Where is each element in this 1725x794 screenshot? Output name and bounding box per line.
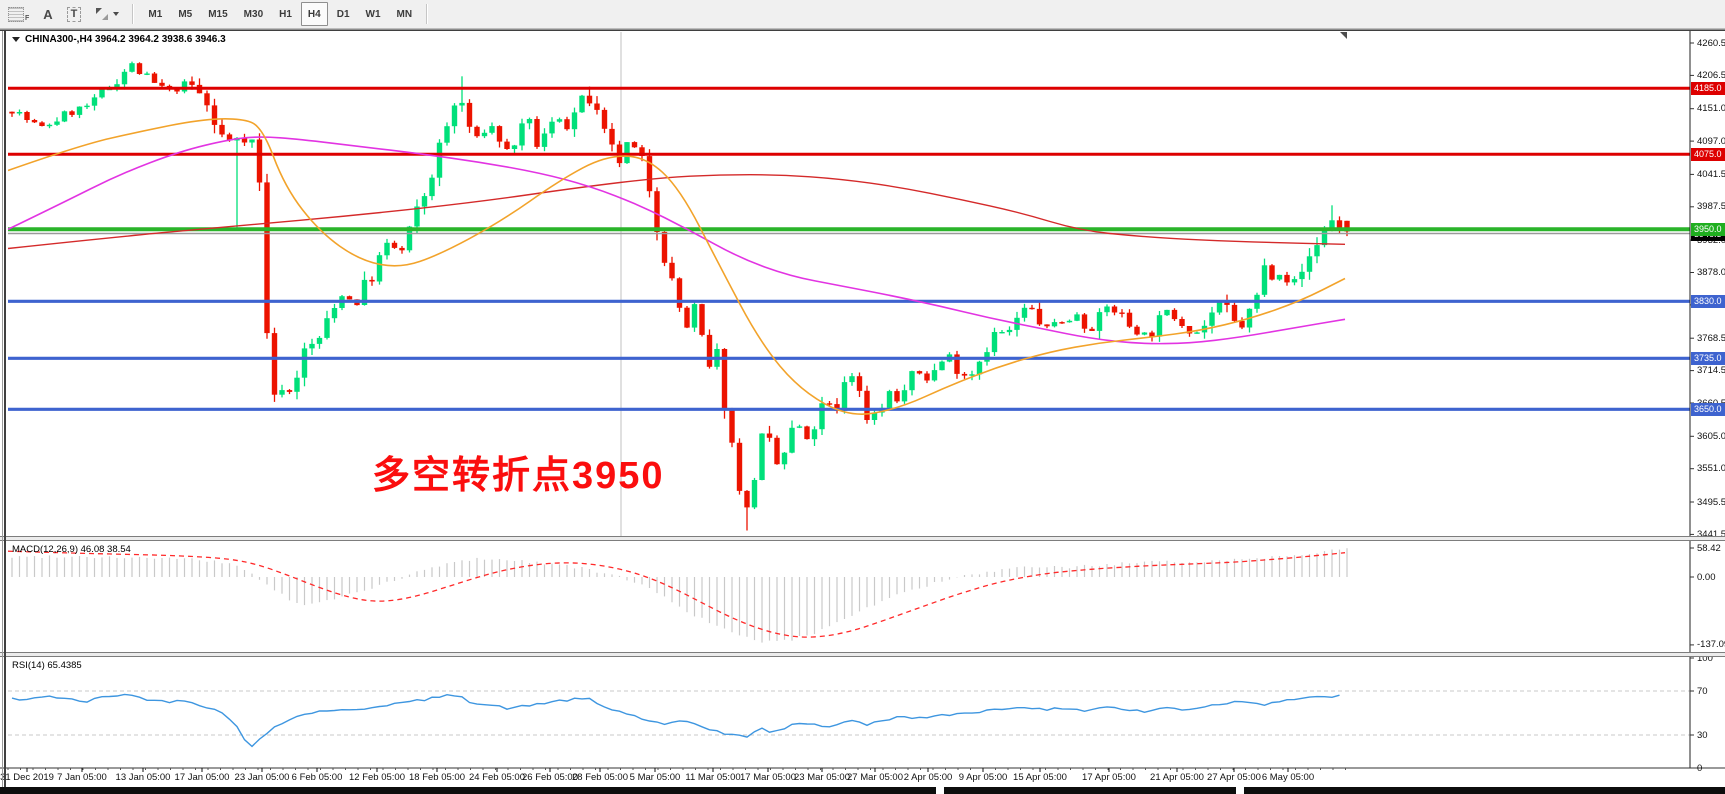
pattern-tool-button[interactable]: F <box>2 3 35 25</box>
window-left-edge <box>2 31 3 794</box>
time-axis-label: 17 Mar 05:00 <box>740 772 796 783</box>
price-level-label: 3735.0 <box>1691 351 1725 365</box>
price-tick: 3768.5 <box>1697 332 1725 344</box>
macd-splitter[interactable] <box>0 536 1725 541</box>
time-axis-label: 27 Apr 05:00 <box>1207 772 1261 783</box>
toolbar-separator <box>426 4 429 24</box>
price-tick: 3441.5 <box>1697 528 1725 540</box>
window-bottom-border-segment <box>944 787 1236 794</box>
letter-a-icon: A <box>43 6 53 22</box>
symbol-header[interactable]: CHINA300-,H4 3964.2 3964.2 3938.6 3946.3 <box>12 34 226 45</box>
time-axis-label: 13 Jan 05:00 <box>115 772 171 783</box>
rsi-tick: 0 <box>1697 762 1703 774</box>
timeframe-button-w1[interactable]: W1 <box>365 8 381 20</box>
price-tick: 3551.0 <box>1697 463 1725 475</box>
macd-tick: 58.42 <box>1697 542 1721 554</box>
timeframe-button-m5[interactable]: M5 <box>178 8 193 20</box>
time-axis-label: 17 Jan 05:00 <box>174 772 230 783</box>
time-axis-label: 23 Mar 05:00 <box>794 772 850 783</box>
price-level-label: 4185.0 <box>1691 81 1725 95</box>
time-axis-label: 12 Feb 05:00 <box>349 772 405 783</box>
time-axis-label: 21 Apr 05:00 <box>1150 772 1204 783</box>
timeframe-button-h4[interactable]: H4 <box>300 2 328 26</box>
symbol-ohlc-text: CHINA300-,H4 3964.2 3964.2 3938.6 3946.3 <box>25 34 226 45</box>
time-axis-label: 23 Jan 05:00 <box>234 772 290 783</box>
timeframe-button-mn[interactable]: MN <box>396 8 413 20</box>
timeframe-button-d1[interactable]: D1 <box>336 8 350 20</box>
rsi-tick: 30 <box>1697 729 1708 741</box>
timeframe-bar: M1 M5 M15 M30 H1 H4 D1 W1 MN <box>140 2 420 26</box>
price-tick: 4151.0 <box>1697 103 1725 115</box>
chevron-down-icon <box>113 12 120 16</box>
time-axis-label: 11 Mar 05:00 <box>685 772 741 783</box>
price-tick: 3495.5 <box>1697 496 1725 508</box>
time-axis-label: 7 Jan 05:00 <box>57 772 107 783</box>
time-axis-label: 31 Dec 2019 <box>0 772 54 783</box>
rsi-tick: 100 <box>1697 652 1713 664</box>
time-axis-label: 6 May 05:00 <box>1261 772 1315 783</box>
rsi-tick: 70 <box>1697 685 1708 697</box>
time-axis-label: 15 Apr 05:00 <box>1013 772 1067 783</box>
window-bottom-border-segment <box>0 787 936 794</box>
time-axis-label: 24 Feb 05:00 <box>469 772 525 783</box>
price-level-label: 3950.0 <box>1691 222 1725 236</box>
macd-indicator-label: MACD(12,26,9) 46.08 38.54 <box>12 544 131 555</box>
price-tick: 3878.0 <box>1697 267 1725 278</box>
label-tool-button[interactable]: T <box>61 3 88 25</box>
time-axis-label: 5 Mar 05:00 <box>629 772 681 783</box>
time-axis-label: 6 Feb 05:00 <box>291 772 343 783</box>
price-tick: 4260.5 <box>1697 37 1725 49</box>
chart-shift-marker-icon <box>1340 32 1347 39</box>
time-axis-label: 18 Feb 05:00 <box>409 772 465 783</box>
price-tick: 4097.0 <box>1697 135 1725 147</box>
toolbar: F A T M1 M5 M15 M30 H1 H4 D1 W1 MN <box>0 0 1725 29</box>
chart-menu-icon <box>12 36 20 42</box>
window-bottom-border-segment <box>1244 787 1725 794</box>
time-axis-label: 17 Apr 05:00 <box>1082 772 1136 783</box>
price-level-label: 4075.0 <box>1691 147 1725 161</box>
timeframe-button-m30[interactable]: M30 <box>243 8 264 20</box>
time-axis-label: 28 Feb 05:00 <box>572 772 628 783</box>
timeframe-button-m1[interactable]: M1 <box>148 8 163 20</box>
rsi-splitter[interactable] <box>0 652 1725 657</box>
macd-tick: 0.00 <box>1697 571 1716 583</box>
window-divider <box>0 30 1725 31</box>
price-tick: 4041.5 <box>1697 168 1725 180</box>
toolbar-separator <box>132 4 135 24</box>
timeframe-button-h1[interactable]: H1 <box>279 8 292 20</box>
chart-annotation: 多空转折点3950 <box>372 455 665 497</box>
time-axis-label: 9 Apr 05:00 <box>958 772 1008 783</box>
time-axis-label: 2 Apr 05:00 <box>903 772 953 783</box>
pattern-grid-icon <box>8 6 24 22</box>
arrows-icon <box>95 7 109 21</box>
arrows-tool-button[interactable] <box>89 3 125 25</box>
text-tool-button[interactable]: A <box>37 3 58 25</box>
window-left-edge <box>4 31 6 794</box>
price-tick: 3987.5 <box>1697 201 1725 213</box>
time-axis-label: 26 Feb 05:00 <box>522 772 578 783</box>
timeframe-button-m15[interactable]: M15 <box>208 8 228 20</box>
price-level-label: 3650.0 <box>1691 402 1725 416</box>
pattern-grid-label: F <box>25 15 30 22</box>
boxed-t-icon: T <box>66 6 82 22</box>
price-level-label: 3830.0 <box>1691 294 1725 308</box>
time-axis-label: 27 Mar 05:00 <box>847 772 903 783</box>
macd-tick: -137.09 <box>1697 639 1725 651</box>
window-divider <box>0 29 1725 30</box>
rsi-indicator-label: RSI(14) 65.4385 <box>12 660 82 671</box>
price-tick: 4206.5 <box>1697 69 1725 81</box>
price-tick: 3605.0 <box>1697 430 1725 442</box>
price-tick: 3714.5 <box>1697 365 1725 377</box>
